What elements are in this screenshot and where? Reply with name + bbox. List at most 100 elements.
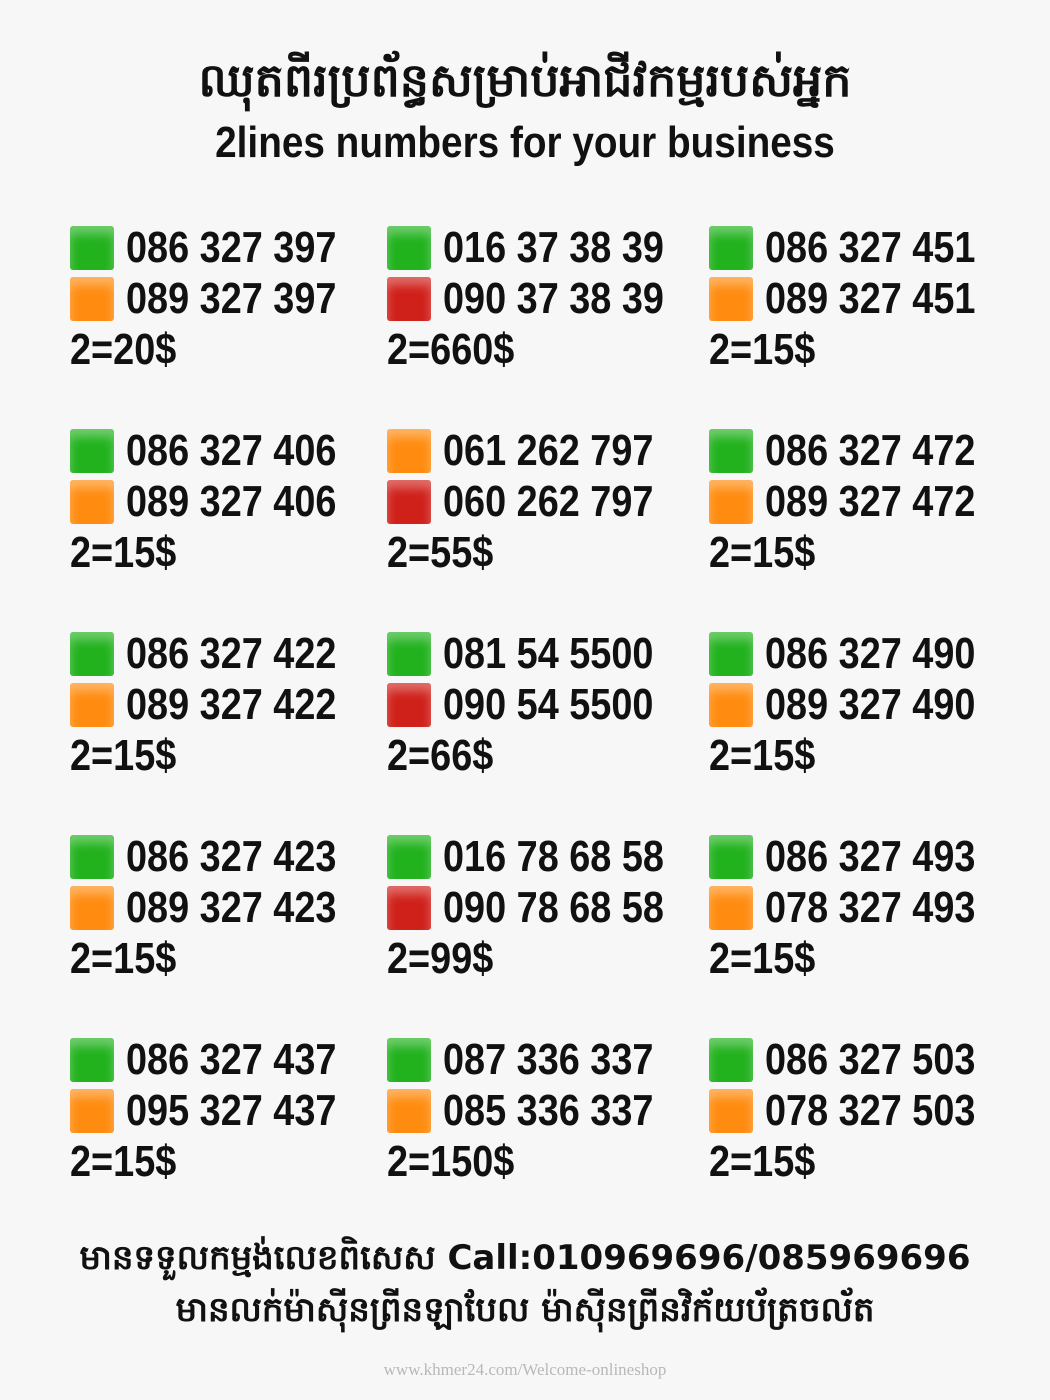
orange-square-icon	[70, 885, 114, 930]
set-price: 2=660$	[387, 325, 515, 374]
phone-line: 061 262 797	[387, 425, 707, 476]
green-square-icon	[709, 834, 753, 879]
green-square-icon	[70, 631, 114, 676]
number-set: 086 327 472 089 327 472 2=15$	[709, 425, 1029, 578]
orange-square-icon	[387, 1088, 431, 1133]
number-set: 086 327 423 089 327 423 2=15$	[70, 831, 390, 984]
orange-square-icon	[709, 276, 753, 321]
phone-number: 016 78 68 58	[443, 831, 664, 881]
phone-number: 016 37 38 39	[443, 222, 664, 272]
phone-line: 089 327 397	[70, 273, 390, 324]
orange-square-icon	[70, 276, 114, 321]
phone-number: 090 54 5500	[443, 679, 654, 729]
phone-line: 090 37 38 39	[387, 273, 707, 324]
orange-square-icon	[709, 885, 753, 930]
phone-line: 089 327 423	[70, 882, 390, 933]
green-square-icon	[709, 428, 753, 473]
phone-number: 078 327 493	[765, 882, 976, 932]
phone-line: 086 327 397	[70, 222, 390, 273]
number-set: 086 327 397 089 327 397 2=20$	[70, 222, 390, 375]
green-square-icon	[70, 428, 114, 473]
phone-number: 089 327 490	[765, 679, 976, 729]
phone-line: 086 327 503	[709, 1034, 1029, 1085]
set-price: 2=15$	[70, 1137, 177, 1186]
green-square-icon	[709, 225, 753, 270]
green-square-icon	[709, 1037, 753, 1082]
number-set: 016 78 68 58 090 78 68 58 2=99$	[387, 831, 707, 984]
number-set: 081 54 5500 090 54 5500 2=66$	[387, 628, 707, 781]
footer-line-2: មានលក់ម៉ាស៊ីនព្រីនឡាបែល ម៉ាស៊ីនព្រីនវិក័…	[175, 1290, 875, 1330]
footer-line-1: មានទទួលកម្មង់លេខពិសេស Call:010969696/085…	[79, 1238, 971, 1278]
orange-square-icon	[709, 479, 753, 524]
set-price: 2=55$	[387, 528, 494, 577]
orange-square-icon	[70, 682, 114, 727]
phone-line: 086 327 490	[709, 628, 1029, 679]
phone-line: 078 327 503	[709, 1085, 1029, 1136]
orange-square-icon	[70, 479, 114, 524]
phone-line: 086 327 472	[709, 425, 1029, 476]
red-square-icon	[387, 276, 431, 321]
phone-number: 060 262 797	[443, 476, 654, 526]
phone-line: 090 54 5500	[387, 679, 707, 730]
set-price: 2=15$	[70, 731, 177, 780]
phone-line: 089 327 422	[70, 679, 390, 730]
green-square-icon	[70, 1037, 114, 1082]
green-square-icon	[387, 225, 431, 270]
set-price: 2=66$	[387, 731, 494, 780]
number-set: 086 327 490 089 327 490 2=15$	[709, 628, 1029, 781]
orange-square-icon	[709, 682, 753, 727]
title-khmer: ឈុតពីរប្រព័ន្ធសម្រាប់អាជីវកម្មរបស់អ្នក	[198, 53, 852, 107]
orange-square-icon	[70, 1088, 114, 1133]
phone-number: 089 327 451	[765, 273, 976, 323]
phone-line: 086 327 422	[70, 628, 390, 679]
phone-number: 089 327 397	[126, 273, 337, 323]
set-price: 2=15$	[709, 1137, 816, 1186]
phone-line: 086 327 406	[70, 425, 390, 476]
phone-number: 090 37 38 39	[443, 273, 664, 323]
number-set: 087 336 337 085 336 337 2=150$	[387, 1034, 707, 1187]
phone-number: 089 327 423	[126, 882, 337, 932]
phone-number: 086 327 451	[765, 222, 976, 272]
phone-number: 086 327 423	[126, 831, 337, 881]
phone-line: 086 327 423	[70, 831, 390, 882]
number-set: 061 262 797 060 262 797 2=55$	[387, 425, 707, 578]
red-square-icon	[387, 682, 431, 727]
phone-line: 089 327 490	[709, 679, 1029, 730]
phone-number: 061 262 797	[443, 425, 654, 475]
green-square-icon	[70, 834, 114, 879]
phone-line: 016 37 38 39	[387, 222, 707, 273]
green-square-icon	[387, 1037, 431, 1082]
set-price: 2=150$	[387, 1137, 515, 1186]
number-set: 086 327 493 078 327 493 2=15$	[709, 831, 1029, 984]
phone-number: 081 54 5500	[443, 628, 654, 678]
phone-line: 085 336 337	[387, 1085, 707, 1136]
phone-number: 089 327 472	[765, 476, 976, 526]
phone-number: 087 336 337	[443, 1034, 654, 1084]
set-price: 2=15$	[70, 934, 177, 983]
phone-number: 086 327 406	[126, 425, 337, 475]
green-square-icon	[387, 834, 431, 879]
phone-number: 086 327 490	[765, 628, 976, 678]
phone-line: 086 327 493	[709, 831, 1029, 882]
green-square-icon	[70, 225, 114, 270]
green-square-icon	[709, 631, 753, 676]
red-square-icon	[387, 479, 431, 524]
phone-line: 016 78 68 58	[387, 831, 707, 882]
phone-line: 089 327 451	[709, 273, 1029, 324]
orange-square-icon	[387, 428, 431, 473]
phone-number: 086 327 422	[126, 628, 337, 678]
number-set: 016 37 38 39 090 37 38 39 2=660$	[387, 222, 707, 375]
phone-line: 090 78 68 58	[387, 882, 707, 933]
phone-number: 085 336 337	[443, 1085, 654, 1135]
red-square-icon	[387, 885, 431, 930]
phone-number: 095 327 437	[126, 1085, 337, 1135]
phone-number: 089 327 422	[126, 679, 337, 729]
phone-number: 086 327 472	[765, 425, 976, 475]
phone-line: 095 327 437	[70, 1085, 390, 1136]
green-square-icon	[387, 631, 431, 676]
phone-number: 086 327 437	[126, 1034, 337, 1084]
set-price: 2=15$	[709, 325, 816, 374]
set-price: 2=15$	[709, 528, 816, 577]
phone-line: 086 327 437	[70, 1034, 390, 1085]
number-set: 086 327 451 089 327 451 2=15$	[709, 222, 1029, 375]
